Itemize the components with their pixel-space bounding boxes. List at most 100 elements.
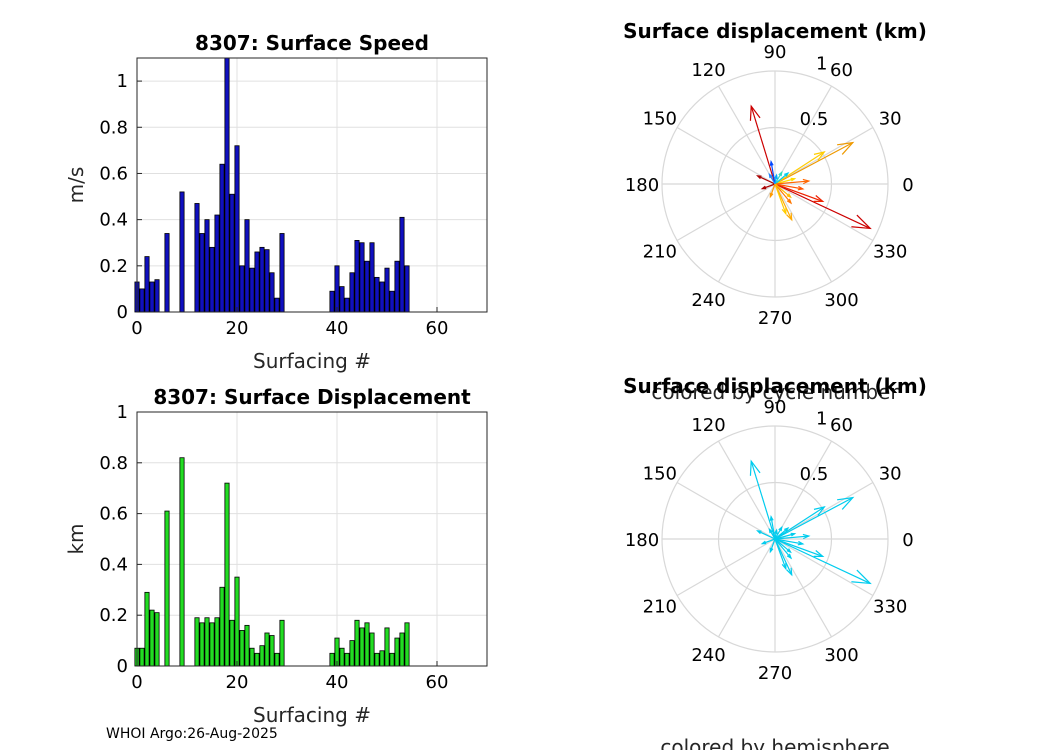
vector-arrowhead [784,171,790,177]
displacement-vector [769,183,776,197]
y-axis-label: m/s [64,167,88,204]
bar [214,214,220,313]
y-tick-label: 0.6 [99,504,128,525]
displacement-vector [757,175,776,185]
vector-arrowhead [786,553,793,560]
bar [249,647,255,667]
polar-spoke [774,538,833,638]
polar-spoke [774,126,874,185]
y-tick-label: 0 [117,656,128,677]
bar [369,632,375,667]
bar [139,288,145,313]
displacement-vector [770,161,776,185]
chart-title: Surface displacement (km) [623,19,927,43]
y-tick-label: 0.4 [99,554,128,575]
bar [399,216,405,313]
vector-arrowhead [786,198,793,205]
polar-spoke [717,85,776,185]
vector-arrowhead [786,212,793,222]
bar [269,635,275,667]
bar [244,219,250,313]
chart-title: 8307: Surface Speed [195,31,429,55]
chart-caption: colored by hemisphere [660,735,889,750]
polar-spoke [774,183,874,242]
displacement-vector [774,538,803,545]
polar-angle-label: 330 [873,242,907,263]
bar [239,265,245,313]
bar [179,191,185,313]
bar [154,612,160,667]
vector-arrowhead [784,526,790,532]
bar [404,265,410,313]
displacement-vector [762,538,776,545]
bar [364,260,370,313]
y-tick-label: 0.2 [99,256,128,277]
vector-arrowhead [778,170,783,177]
bar [199,233,205,313]
bar [254,652,260,667]
displacement-vector [768,528,776,540]
bar [394,260,400,313]
polar-angle-label: 240 [691,645,725,666]
vector-arrowhead [768,172,773,179]
bar [164,510,170,667]
polar-spoke [774,85,833,185]
polar-angle-label: 0 [902,530,913,551]
polar-angle-label: 60 [830,60,853,81]
displacement-vector [774,142,854,185]
vector-arrowhead [797,540,805,546]
bar [219,163,225,313]
y-tick-label: 0.8 [99,117,128,138]
vector-arrowhead [786,193,792,199]
displacement-vector [774,183,823,202]
bar [374,652,380,667]
x-axis-label: Surfacing # [253,703,371,727]
vector-arrowhead [851,569,872,585]
bar [339,286,345,313]
bar [279,233,285,313]
vector-arrowhead [756,530,762,535]
bar [164,233,170,313]
polar-angle-label: 180 [625,175,659,196]
polar-angle-label: 270 [758,663,792,684]
x-axis-label: Surfacing # [253,349,371,373]
bar [359,242,365,313]
bar [404,622,410,667]
bar [369,242,375,313]
bar [264,249,270,313]
bar [389,652,395,667]
bar [379,281,385,313]
bar [364,622,370,667]
vector-arrowhead [768,527,773,534]
bar [379,650,385,667]
axes-box [136,411,488,667]
displacement-vector [774,538,791,553]
bar [209,246,215,313]
bar [329,652,335,667]
polar-angle-label: 240 [691,290,725,311]
displacement-vector [768,173,776,185]
bar [374,276,380,313]
vector-arrowhead [813,550,825,558]
y-tick-label: 0.6 [99,163,128,184]
polar-spoke [774,481,874,540]
polar-spoke [717,440,776,540]
displacement-vector [774,538,792,559]
polar-angle-label: 30 [879,464,902,485]
vector-arrowhead [813,151,826,161]
polar-spoke [774,183,833,283]
bar [144,256,150,313]
plot-area [137,58,487,312]
y-tick-label: 0.4 [99,210,128,231]
vector-arrowhead [802,178,811,185]
vector-arrowhead [769,515,774,521]
x-tick-label: 20 [226,318,249,339]
x-tick-label: 60 [426,318,449,339]
vector-arrowhead [774,528,778,535]
polar-spoke [676,183,776,242]
bar [219,586,225,667]
bar [254,251,260,313]
polar-angle-label: 210 [643,242,677,263]
axes-box [136,57,488,313]
bar [234,145,240,313]
